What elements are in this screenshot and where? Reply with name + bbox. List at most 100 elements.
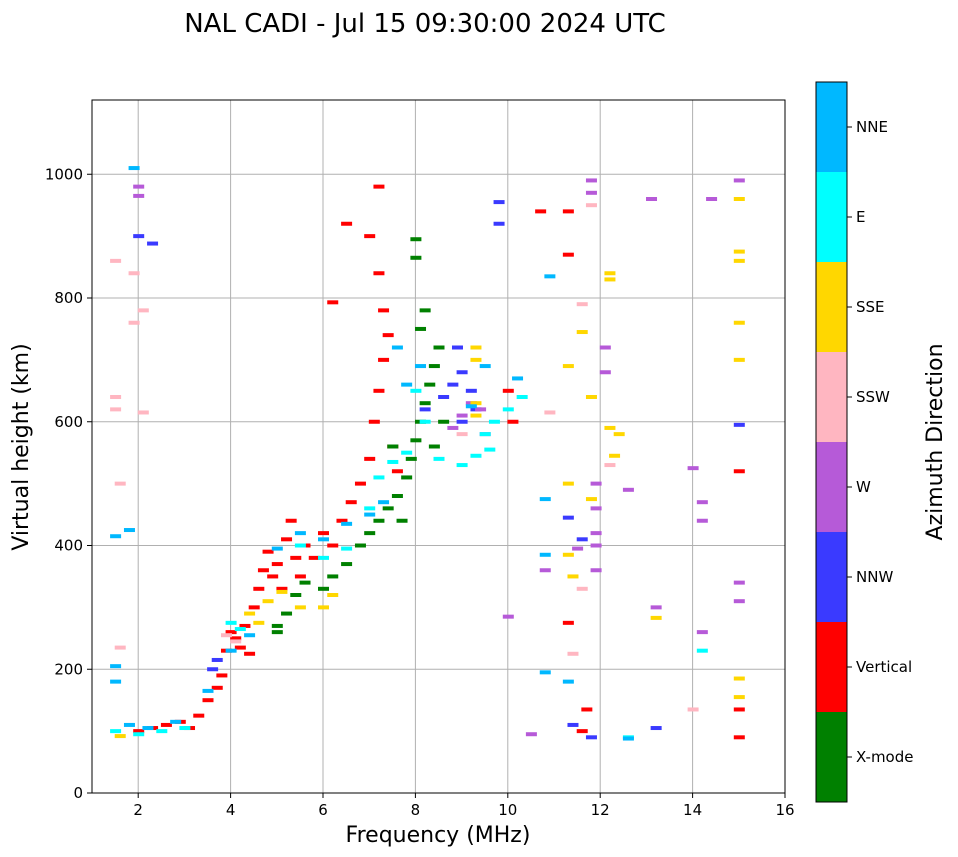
- x-tick-label: 4: [226, 801, 236, 819]
- data-point: [294, 543, 306, 548]
- data-point: [567, 574, 579, 579]
- data-point: [502, 388, 514, 393]
- data-point: [373, 475, 385, 480]
- data-point: [599, 345, 611, 350]
- data-point: [364, 506, 376, 511]
- data-point: [244, 633, 256, 638]
- x-tick-label: 2: [133, 801, 143, 819]
- colorbar-title: Azimuth Direction: [923, 343, 948, 540]
- data-point: [428, 444, 440, 449]
- data-point: [308, 555, 320, 560]
- data-point: [539, 552, 551, 557]
- data-point: [562, 364, 574, 369]
- data-point: [687, 466, 699, 471]
- data-point: [438, 395, 450, 399]
- data-point: [447, 382, 459, 387]
- data-point: [244, 651, 256, 656]
- data-point: [137, 308, 149, 313]
- data-point: [267, 574, 279, 579]
- data-point: [415, 326, 427, 331]
- data-point: [650, 605, 662, 610]
- series-w: [133, 178, 745, 737]
- data-point: [604, 425, 616, 430]
- y-tick-label: 1000: [45, 165, 83, 183]
- data-point: [512, 376, 524, 381]
- data-point: [733, 249, 745, 254]
- x-axis-label: Frequency (MHz): [346, 823, 531, 848]
- data-point: [572, 546, 584, 551]
- data-point: [604, 271, 616, 276]
- data-point: [567, 651, 579, 656]
- data-point: [733, 320, 745, 325]
- data-point: [438, 419, 450, 424]
- data-point: [696, 500, 708, 505]
- data-point: [382, 506, 394, 511]
- data-point: [216, 673, 228, 678]
- data-point: [364, 512, 376, 517]
- data-point: [590, 481, 602, 486]
- data-point: [525, 732, 537, 737]
- colorbar-label: SSE: [856, 298, 885, 316]
- data-point: [368, 419, 380, 424]
- y-tick-label: 400: [54, 537, 83, 555]
- data-point: [133, 234, 145, 239]
- colorbar-segment: [816, 172, 847, 262]
- data-point: [110, 395, 122, 399]
- y-tick-label: 200: [54, 660, 83, 678]
- x-tick-label: 10: [498, 801, 517, 819]
- data-point: [336, 518, 348, 523]
- data-point: [419, 401, 431, 406]
- data-point: [585, 190, 597, 195]
- x-tick-label: 16: [775, 801, 794, 819]
- data-point: [327, 574, 339, 579]
- data-point: [562, 252, 574, 257]
- plot-border: [91, 99, 786, 794]
- data-point: [433, 456, 445, 461]
- data-point: [585, 497, 597, 502]
- series-ssw: [110, 203, 699, 712]
- y-tick-label: 800: [54, 289, 83, 307]
- data-point: [257, 568, 269, 573]
- data-point: [410, 255, 422, 260]
- data-point: [733, 695, 745, 700]
- data-point: [646, 197, 658, 201]
- data-point: [156, 729, 168, 734]
- data-point: [128, 271, 140, 276]
- data-point: [576, 302, 588, 307]
- data-point: [262, 549, 274, 554]
- data-point: [733, 676, 745, 681]
- data-point: [544, 274, 556, 279]
- data-point: [567, 722, 579, 727]
- data-point: [696, 518, 708, 523]
- data-point: [225, 630, 237, 635]
- x-tick-label: 8: [411, 801, 421, 819]
- data-point: [733, 357, 745, 362]
- data-point: [419, 419, 431, 424]
- data-point: [160, 722, 172, 727]
- data-point: [262, 599, 274, 604]
- series-nne: [110, 166, 634, 741]
- data-point: [585, 395, 597, 399]
- data-point: [733, 197, 745, 201]
- data-point: [271, 630, 283, 635]
- data-point: [281, 537, 293, 542]
- data-point: [327, 543, 339, 548]
- data-point: [456, 419, 468, 424]
- data-point: [271, 546, 283, 551]
- data-point: [271, 623, 283, 628]
- data-point: [391, 494, 403, 498]
- colorbar-segment: [816, 352, 847, 442]
- data-point: [364, 531, 376, 536]
- colorbar-segment: [816, 532, 847, 622]
- data-point: [110, 534, 122, 539]
- data-point: [290, 593, 302, 597]
- data-point: [470, 345, 482, 350]
- data-point: [133, 732, 145, 737]
- data-point: [590, 531, 602, 536]
- data-point: [110, 679, 122, 684]
- data-point: [354, 543, 366, 548]
- data-point: [415, 364, 427, 369]
- data-point: [493, 221, 505, 226]
- data-point: [470, 453, 482, 458]
- data-point: [373, 388, 385, 393]
